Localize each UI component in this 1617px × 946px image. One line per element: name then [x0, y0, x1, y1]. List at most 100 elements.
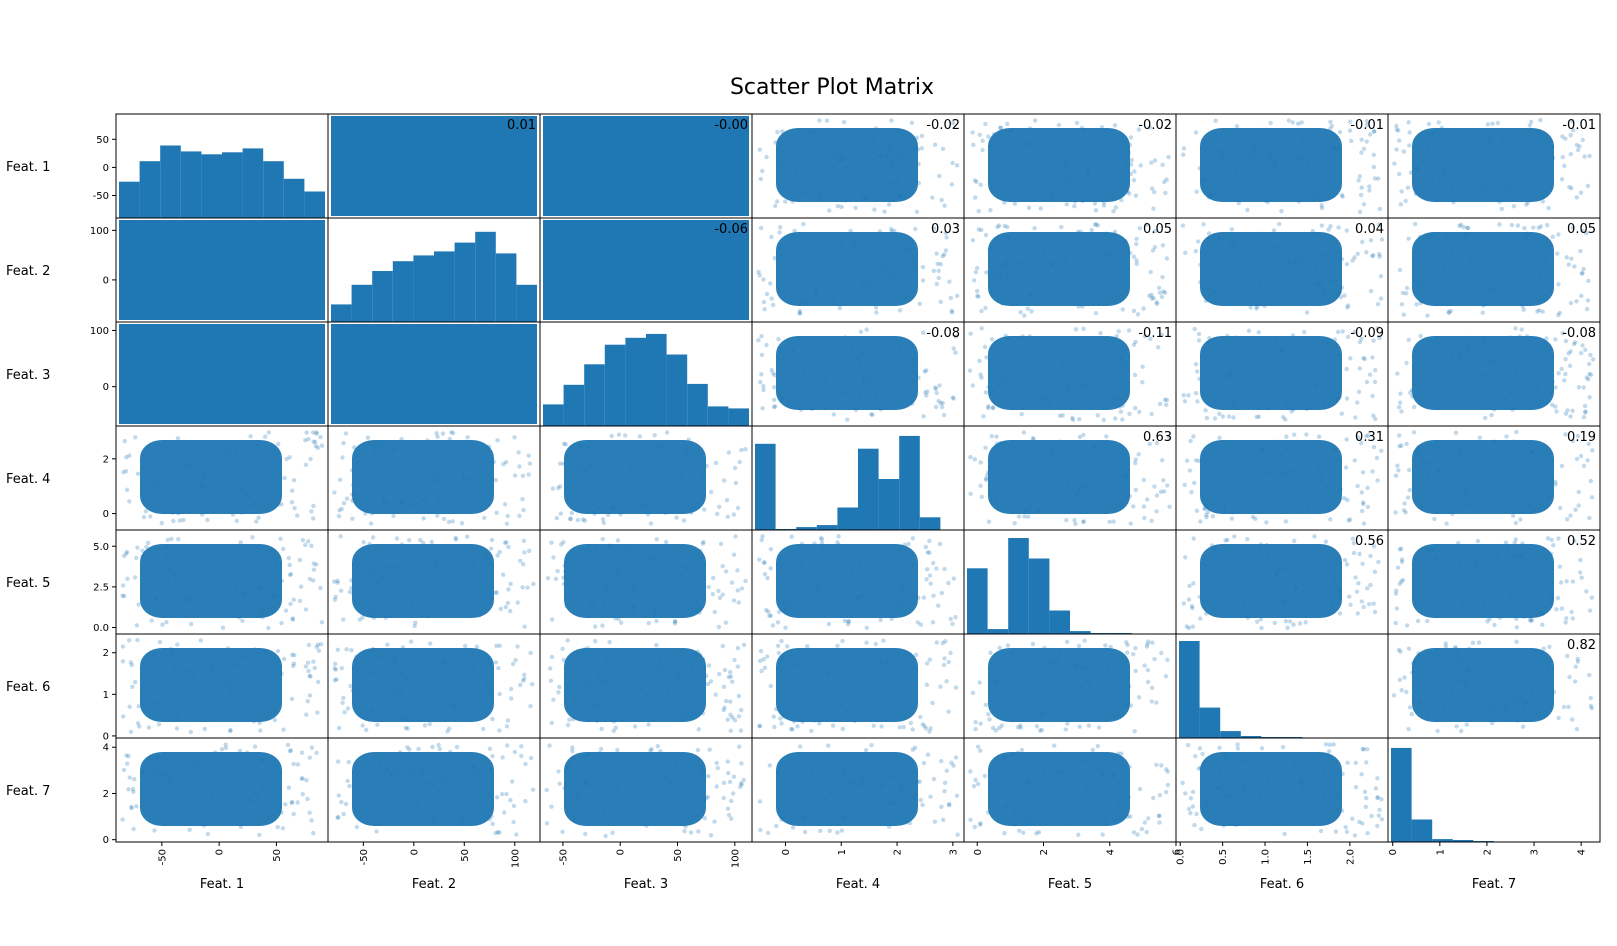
scatter-point — [1578, 190, 1584, 195]
scatter-point — [998, 440, 1003, 446]
scatter-point — [681, 518, 687, 523]
scatter-point — [607, 443, 612, 448]
scatter-point — [1563, 338, 1569, 344]
scatter-point — [841, 119, 847, 125]
scatter-point — [280, 826, 286, 831]
scatter-point — [188, 729, 193, 735]
hist-bar-f3-5 — [625, 337, 646, 426]
scatter-point — [1457, 556, 1462, 562]
scatter-point — [790, 727, 795, 732]
scatter-points-core — [1200, 232, 1342, 306]
scatter-point — [1108, 183, 1113, 189]
scatter-point — [504, 540, 509, 545]
scatter-point — [940, 400, 945, 406]
scatter-point — [1008, 496, 1014, 502]
scatter-point — [1045, 157, 1050, 162]
scatter-point — [914, 652, 919, 657]
scatter-point — [972, 824, 977, 830]
scatter-point — [306, 539, 311, 544]
scatter-point — [1456, 679, 1461, 684]
scatter-point — [572, 701, 577, 706]
scatter-point — [932, 819, 938, 824]
scatter-point — [624, 697, 629, 702]
scatter-point — [822, 405, 827, 411]
scatter-point — [853, 407, 859, 412]
scatter-point — [1404, 689, 1409, 695]
scatter-point — [1210, 759, 1215, 765]
scatter-point — [1447, 233, 1452, 238]
scatter-point — [1487, 705, 1492, 710]
scatter-point — [1018, 725, 1024, 730]
scatter-point — [339, 506, 344, 512]
scatter-point — [1073, 521, 1078, 526]
scatter-point — [198, 638, 203, 643]
scatter-point — [1216, 235, 1222, 241]
scatter-point — [989, 375, 994, 380]
scatter-point — [720, 643, 725, 649]
scatter-point — [255, 567, 260, 572]
scatter-point — [761, 384, 766, 389]
scatter-point — [1504, 234, 1510, 240]
scatter-point — [350, 468, 355, 473]
scatter-point — [1321, 794, 1326, 799]
scatter-point — [848, 256, 853, 261]
scatter-point — [1523, 707, 1528, 712]
scatter-point — [1465, 225, 1470, 230]
scatter-points-core — [776, 128, 918, 202]
scatter-point — [1310, 811, 1316, 816]
scatter-point — [589, 609, 594, 615]
scatter-point — [1251, 291, 1256, 297]
scatter-point — [910, 563, 915, 568]
scatter-point — [1280, 744, 1286, 750]
scatter-point — [437, 746, 442, 752]
scatter-point — [1565, 517, 1570, 522]
scatter-point — [172, 558, 177, 563]
scatter-point — [1057, 651, 1063, 656]
scatter-point — [741, 642, 747, 647]
scatter-point — [1122, 181, 1128, 187]
scatter-point — [526, 453, 531, 458]
scatter-point — [204, 806, 210, 811]
scatter-point — [503, 604, 508, 610]
scatter-point — [1479, 493, 1485, 499]
scatter-point — [1328, 179, 1333, 184]
scatter-point — [846, 619, 852, 624]
scatter-point — [190, 706, 196, 712]
scatter-point — [285, 742, 291, 748]
scatter-point — [216, 810, 222, 816]
scatter-cloud — [543, 220, 749, 320]
scatter-point — [465, 778, 470, 784]
scatter-point — [1207, 179, 1212, 185]
scatter-point — [148, 782, 154, 787]
scatter-point — [1581, 385, 1586, 390]
scatter-point — [1396, 128, 1401, 133]
scatter-point — [413, 664, 419, 669]
scatter-point — [399, 542, 405, 547]
scatter-point — [648, 748, 653, 753]
scatter-point — [1086, 723, 1092, 728]
scatter-point — [713, 692, 718, 697]
scatter-point — [646, 722, 651, 727]
scatter-point — [622, 546, 627, 551]
scatter-point — [528, 704, 533, 709]
scatter-point — [1005, 266, 1011, 271]
scatter-point — [242, 455, 247, 460]
scatter-point — [1493, 349, 1498, 354]
scatter-point — [1352, 329, 1357, 335]
scatter-point — [1142, 333, 1148, 339]
scatter-point — [986, 470, 991, 475]
scatter-point — [1585, 298, 1591, 303]
scatter-point — [925, 752, 931, 757]
scatter-point — [1194, 508, 1200, 513]
scatter-point — [1019, 747, 1025, 753]
scatter-point — [1439, 508, 1444, 513]
scatter-point — [1519, 162, 1524, 167]
scatter-point — [652, 609, 658, 614]
scatter-point — [777, 255, 783, 260]
scatter-point — [1154, 300, 1159, 305]
scatter-point — [1027, 779, 1032, 784]
scatter-point — [1117, 672, 1122, 677]
scatter-point — [160, 488, 166, 493]
scatter-point — [1254, 266, 1259, 271]
scatter-point — [973, 777, 978, 783]
